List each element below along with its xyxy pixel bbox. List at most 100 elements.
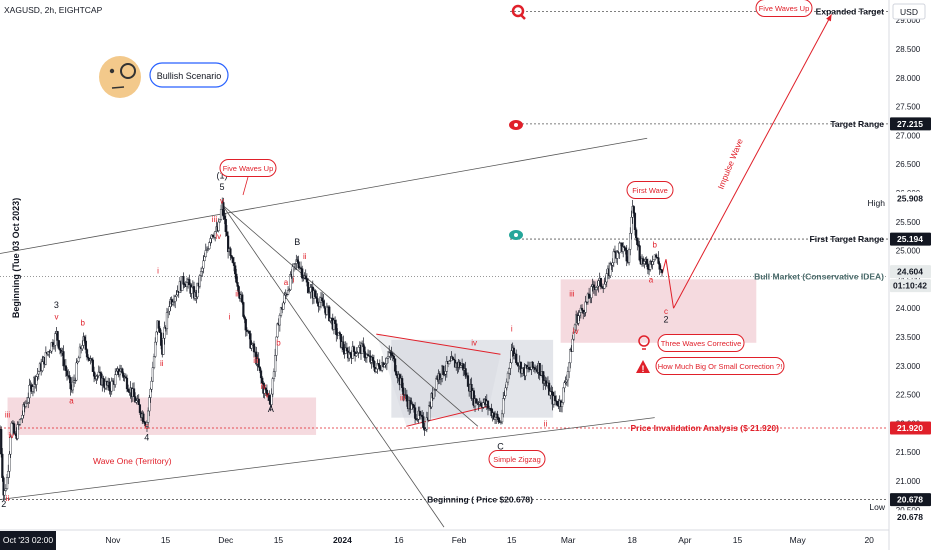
candle bbox=[635, 229, 638, 239]
candle bbox=[151, 367, 154, 382]
candle bbox=[383, 364, 386, 368]
candle bbox=[338, 332, 341, 335]
price-tag-high[interactable]: 25.908 bbox=[890, 191, 931, 205]
beginning-vertical-label: Beginning (Tue 03 Oct 2023) bbox=[11, 198, 21, 318]
candle bbox=[509, 362, 512, 369]
candle bbox=[362, 343, 365, 348]
time-start-badge bbox=[0, 531, 56, 550]
candle bbox=[235, 273, 238, 283]
candle bbox=[657, 257, 660, 264]
wave-label: iii bbox=[569, 290, 575, 299]
candle bbox=[464, 368, 467, 377]
candle bbox=[560, 402, 564, 407]
candle bbox=[563, 382, 566, 389]
bullish-scenario-callout[interactable]: Bullish Scenario bbox=[149, 62, 229, 88]
candle bbox=[271, 378, 274, 395]
callout-first-wave[interactable]: First Wave bbox=[626, 181, 674, 199]
price-tag-low-bg bbox=[890, 510, 931, 524]
candle bbox=[259, 370, 263, 379]
candle bbox=[630, 217, 633, 234]
wave-label: ii bbox=[235, 290, 239, 299]
candle bbox=[68, 375, 71, 378]
candle bbox=[289, 274, 292, 290]
candle bbox=[232, 262, 236, 266]
candle bbox=[110, 380, 113, 392]
wave-label: iii bbox=[253, 356, 259, 365]
candle bbox=[442, 365, 445, 376]
price-tick-label: 28.500 bbox=[896, 45, 921, 54]
detective-monocle bbox=[120, 63, 136, 79]
callout-first-wave-frame bbox=[626, 181, 674, 199]
callout-how-much-big[interactable]: How Much Big Or Small Correction ?! bbox=[655, 357, 785, 375]
price-tag-countdown[interactable]: 01:10:42 bbox=[890, 279, 931, 293]
candle bbox=[524, 365, 527, 377]
candle bbox=[35, 376, 38, 385]
candle bbox=[127, 388, 130, 392]
wave-label: 2 bbox=[1, 499, 6, 509]
price-tag-target-range-text: 27.215 bbox=[897, 119, 923, 129]
candle bbox=[584, 301, 587, 313]
time-tick-label: Mar bbox=[561, 535, 576, 545]
candle bbox=[304, 275, 307, 280]
candle bbox=[230, 255, 233, 258]
price-tag-target-range[interactable]: 27.215 bbox=[890, 117, 931, 131]
candle bbox=[599, 278, 602, 287]
wave-label: 2 bbox=[663, 315, 668, 325]
symbol-title[interactable]: XAGUSD, 2h, EIGHTCAP bbox=[4, 5, 103, 15]
candle bbox=[393, 358, 397, 372]
callout-five-waves-up-left[interactable]: Five Waves Up bbox=[219, 159, 277, 177]
candle bbox=[401, 378, 404, 388]
candle bbox=[544, 380, 547, 384]
callout-five-waves-up-right[interactable]: Five Waves Up bbox=[755, 0, 813, 17]
candle bbox=[435, 377, 438, 390]
time-start-label: Oct '23 02:00 bbox=[3, 535, 54, 545]
candle bbox=[236, 282, 239, 287]
candle bbox=[36, 373, 39, 377]
price-tag-beginning[interactable]: 20.678 bbox=[890, 493, 931, 507]
candle bbox=[504, 387, 507, 396]
candle bbox=[646, 264, 649, 270]
candle bbox=[203, 256, 206, 262]
candle bbox=[577, 315, 580, 324]
wave-one-territory-label: Wave One (Territory) bbox=[93, 456, 172, 466]
candle bbox=[174, 296, 177, 302]
time-tick-label: May bbox=[790, 535, 807, 545]
candle bbox=[92, 371, 96, 377]
zone-gray bbox=[391, 339, 554, 418]
callout-three-waves[interactable]: Three Waves Corrective bbox=[657, 334, 745, 352]
candle bbox=[199, 271, 203, 276]
candle bbox=[137, 398, 140, 405]
callout-simple-zigzag[interactable]: Simple Zigzag bbox=[488, 450, 546, 468]
currency-label: USD bbox=[900, 7, 918, 17]
price-tick-label: 23.000 bbox=[896, 362, 921, 371]
candle bbox=[449, 360, 452, 362]
wave-label: i bbox=[511, 324, 513, 333]
candle bbox=[21, 415, 24, 419]
candle bbox=[209, 238, 212, 243]
candle bbox=[386, 356, 390, 359]
candle bbox=[218, 219, 221, 223]
candle bbox=[349, 352, 352, 355]
candle bbox=[428, 405, 431, 421]
candle bbox=[158, 328, 162, 333]
candle bbox=[167, 310, 170, 313]
candle bbox=[24, 403, 27, 407]
candle bbox=[91, 359, 94, 372]
candle bbox=[623, 246, 626, 249]
price-tag-low[interactable]: 20.678 bbox=[890, 510, 931, 524]
price-tag-first-target[interactable]: 25.194 bbox=[890, 232, 931, 246]
price-tick-label: 25.500 bbox=[896, 218, 921, 227]
currency-badge[interactable] bbox=[892, 3, 926, 20]
price-tag-invalidation[interactable]: 21.920 bbox=[890, 421, 931, 435]
zone-red bbox=[560, 279, 757, 343]
price-tag-last-bg bbox=[890, 265, 931, 279]
price-tag-last[interactable]: 24.604 bbox=[890, 265, 931, 279]
candle bbox=[162, 337, 165, 355]
candle bbox=[75, 362, 78, 381]
wave-label: 5 bbox=[219, 182, 224, 192]
candle bbox=[323, 305, 326, 309]
time-tick-label: 15 bbox=[161, 535, 171, 545]
bullish-scenario-frame bbox=[149, 62, 229, 88]
